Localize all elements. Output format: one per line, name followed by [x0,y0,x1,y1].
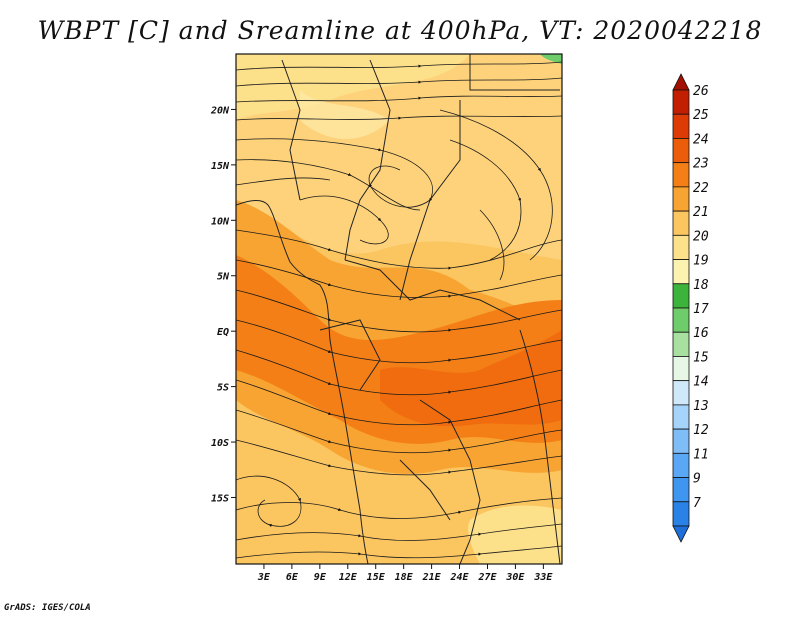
lat-tick-label: 5N [217,272,230,283]
colorbar-segment [672,477,690,503]
colorbar-label: 23 [693,157,709,172]
lon-tick-label: 30E [505,572,525,583]
lon-tick-label: 33E [533,572,553,583]
colorbar-label: 25 [693,108,709,123]
colorbar-label: 15 [693,350,709,365]
colorbar-label: 16 [693,326,709,341]
colorbar-label: 22 [693,181,709,196]
colorbar-label: 18 [693,278,709,293]
lat-tick-label: 10N [211,216,230,227]
colorbar-segment [672,380,690,406]
lat-tick-label: 10S [211,438,229,449]
colorbar-label: 19 [693,254,709,269]
lon-tick-label: 18E [395,572,414,583]
colorbar-label: 26 [693,84,709,99]
colorbar-label: 9 [693,472,701,487]
grads-credit: GrADS: IGES/COLA [4,603,91,613]
wbpt-band-19 [236,54,470,120]
lat-tick-label: 15S [211,493,229,504]
colorbar-label: 21 [693,205,709,220]
wbpt-south-cool [468,505,562,564]
colorbar-segment [672,307,690,333]
lon-tick-label: 9E [314,572,327,583]
lon-tick-label: 21E [422,572,442,583]
colorbar-label: 7 [693,496,701,511]
colorbar-top-arrow [672,73,690,91]
colorbar-segment [672,138,690,164]
lat-tick-label: EQ [217,327,229,338]
colorbar-label: 14 [693,375,709,390]
colorbar-segment [672,452,690,478]
lat-tick-label: 15N [211,161,230,172]
streamlines [236,61,562,559]
lat-tick-label: 20N [210,105,230,116]
wbpt-band-24 [380,330,562,427]
colorbar-segment [672,331,690,357]
colorbar-segment [672,186,690,212]
colorbar-label: 12 [693,423,709,438]
lon-tick-label: 15E [367,572,386,583]
colorbar-segment [672,404,690,430]
wbpt-green-patch [540,54,562,64]
colorbar-label: 20 [693,229,709,244]
colorbar-label: 24 [693,132,709,147]
colorbar-segment [672,210,690,236]
colorbar-segment [672,283,690,309]
colorbar-label: 13 [693,399,709,414]
colorbar-label: 17 [693,302,709,317]
colorbar-segment [672,501,690,527]
map-frame [235,53,563,565]
lon-tick-label: 24E [450,572,470,583]
colorbar-bottom-arrow [672,525,690,543]
longitude-axis: 3E 6E 9E 12E 15E 18E 21E 24E 27E 30E 33E [257,564,553,583]
map-panel [236,54,562,564]
lon-tick-label: 3E [257,572,271,583]
colorbar-segment [672,356,690,382]
lat-tick-label: 5S [217,383,229,394]
lon-tick-label: 12E [339,572,358,583]
lon-tick-label: 6E [286,572,299,583]
wbpt-cool-patch [300,90,390,139]
colorbar-segment [672,259,690,285]
colorbar-segment [672,162,690,188]
colorbar-segment [672,89,690,115]
colorbar-segment [672,113,690,139]
lon-tick-label: 27E [477,572,497,583]
colorbar-segment [672,428,690,454]
colorbar-segment [672,234,690,260]
latitude-axis: 20N 15N 10N 5N EQ 5S 10S 15S [210,105,236,504]
chart-title: WBPT [C] and Sreamline at 400hPa, VT: 20… [37,16,763,45]
colorbar-label: 11 [693,447,709,462]
colorbar: 26 25 24 23 22 21 20 19 18 17 16 15 14 13 12 11 9 7 [672,73,709,543]
